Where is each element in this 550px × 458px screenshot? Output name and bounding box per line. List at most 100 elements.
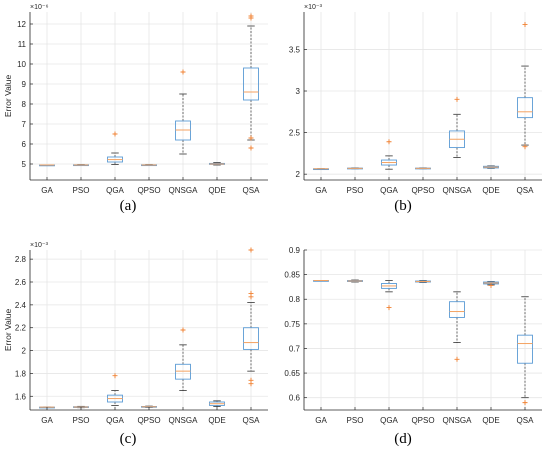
panel-label: (c) xyxy=(120,431,137,447)
box-pso xyxy=(347,279,363,283)
y-tick-label: 2.2 xyxy=(15,324,27,333)
x-tick-label: QPSO xyxy=(411,416,434,425)
x-tick-label: PSO xyxy=(347,186,364,195)
y-tick-label: 2 xyxy=(22,347,27,356)
panel-d: 0.6 0.65 0.7 0.75 0.8 0.85 0.9 GA PSO QGA QPSO QNSG… xyxy=(284,246,542,447)
y-tick-label: 5 xyxy=(22,160,27,169)
y-tick-label: 0.6 xyxy=(289,394,301,403)
y-tick-label: 0.75 xyxy=(284,320,300,329)
x-tick-label: PSO xyxy=(73,416,90,425)
x-tick-label: QGA xyxy=(380,186,398,195)
box-iqr xyxy=(175,363,191,380)
x-tick-label: QDE xyxy=(208,186,225,195)
x-tick-label: QGA xyxy=(380,416,398,425)
axis-multiplier: ×10⁻⁶ xyxy=(30,4,49,11)
box-qga xyxy=(381,280,397,311)
panel-label: (d) xyxy=(394,431,412,447)
outlier-marker xyxy=(112,131,118,137)
outlier-marker xyxy=(386,305,392,311)
box-qsa xyxy=(517,296,533,406)
x-tick-label: QSA xyxy=(243,186,261,195)
outlier-marker xyxy=(522,144,528,150)
box-iqr xyxy=(449,301,465,318)
outlier-marker xyxy=(488,282,494,288)
y-tick-label: 2.8 xyxy=(15,255,27,264)
x-tick-label: GA xyxy=(41,416,53,425)
outlier-marker xyxy=(454,356,460,362)
x-tick-label: GA xyxy=(41,186,53,195)
y-tick-label: 1.6 xyxy=(15,392,27,401)
box-ga xyxy=(39,164,55,167)
box-qsa xyxy=(243,13,259,151)
y-tick-label: 0.9 xyxy=(289,246,301,255)
box-qde xyxy=(483,165,499,169)
x-tick-label: QSA xyxy=(517,416,535,425)
y-tick-label: 0.65 xyxy=(284,369,300,378)
x-tick-label: QGA xyxy=(106,186,124,195)
x-tick-label: GA xyxy=(315,186,327,195)
box-qga xyxy=(381,139,397,170)
box-pso xyxy=(347,167,363,170)
y-tick-label: 0.7 xyxy=(289,344,301,353)
x-tick-label: QNSGA xyxy=(169,416,199,425)
y-tick-label: 1.8 xyxy=(15,369,27,378)
x-tick-label: QSA xyxy=(243,416,261,425)
y-tick-label: 2.4 xyxy=(15,301,27,310)
box-qpso xyxy=(141,164,157,167)
y-tick-label: 11 xyxy=(18,40,27,49)
box-qde xyxy=(209,400,225,407)
y-tick-label: 3.5 xyxy=(289,45,301,54)
box-iqr xyxy=(517,334,533,364)
box-ga xyxy=(313,168,329,171)
box-qde xyxy=(209,162,225,166)
x-tick-label: QNSGA xyxy=(443,416,473,425)
outlier-marker xyxy=(522,400,528,406)
panel-b: 2 2.5 3 3.5 GA PSO QGA QPSO QNSGA QDE QSA ×10⁻³ (b) xyxy=(289,4,542,214)
box-qsa xyxy=(517,21,533,150)
y-tick-label: 12 xyxy=(17,20,26,29)
x-tick-label: QPSO xyxy=(411,186,434,195)
y-axis-label: Error Value xyxy=(3,75,13,118)
outlier-marker xyxy=(454,96,460,102)
y-tick-label: 7 xyxy=(22,120,27,129)
box-qsa xyxy=(243,247,259,387)
x-tick-label: QSA xyxy=(517,186,535,195)
box-iqr xyxy=(243,67,259,101)
y-tick-label: 0.85 xyxy=(284,271,300,280)
y-tick-label: 8 xyxy=(22,100,27,109)
y-axis-label: Error Value xyxy=(3,309,13,352)
box-pso xyxy=(73,164,89,167)
y-tick-label: 10 xyxy=(17,60,26,69)
outlier-marker xyxy=(180,327,186,333)
box-qpso xyxy=(415,167,431,170)
panel-label: (b) xyxy=(394,198,412,214)
outlier-marker xyxy=(248,135,254,141)
outlier-marker xyxy=(248,145,254,151)
outlier-marker xyxy=(386,139,392,145)
panel-a: 5 6 7 8 9 10 11 12 GA PSO QGA QPSO QNSGA QDE QSA ×10⁻⁶ E… xyxy=(3,4,268,214)
x-tick-label: QDE xyxy=(482,186,499,195)
box-qnsga xyxy=(449,291,465,362)
y-tick-label: 9 xyxy=(22,80,27,89)
y-tick-label: 2.5 xyxy=(289,129,301,138)
axis-multiplier: ×10⁻³ xyxy=(30,242,49,249)
box-qnsga xyxy=(175,327,191,391)
x-tick-label: QPSO xyxy=(137,416,160,425)
box-qga xyxy=(107,131,123,166)
x-tick-label: QGA xyxy=(106,416,124,425)
x-tick-label: QPSO xyxy=(137,186,160,195)
y-tick-label: 2.6 xyxy=(15,278,27,287)
outlier-marker xyxy=(180,69,186,75)
outlier-marker xyxy=(248,247,254,253)
box-ga xyxy=(313,280,329,282)
y-tick-label: 6 xyxy=(22,140,27,149)
x-tick-label: QNSGA xyxy=(443,186,473,195)
box-qde xyxy=(483,281,499,288)
box-iqr xyxy=(243,327,259,350)
outlier-marker xyxy=(112,373,118,379)
x-tick-label: GA xyxy=(315,416,327,425)
box-qpso xyxy=(415,280,431,283)
x-tick-label: QDE xyxy=(208,416,225,425)
x-tick-label: PSO xyxy=(347,416,364,425)
